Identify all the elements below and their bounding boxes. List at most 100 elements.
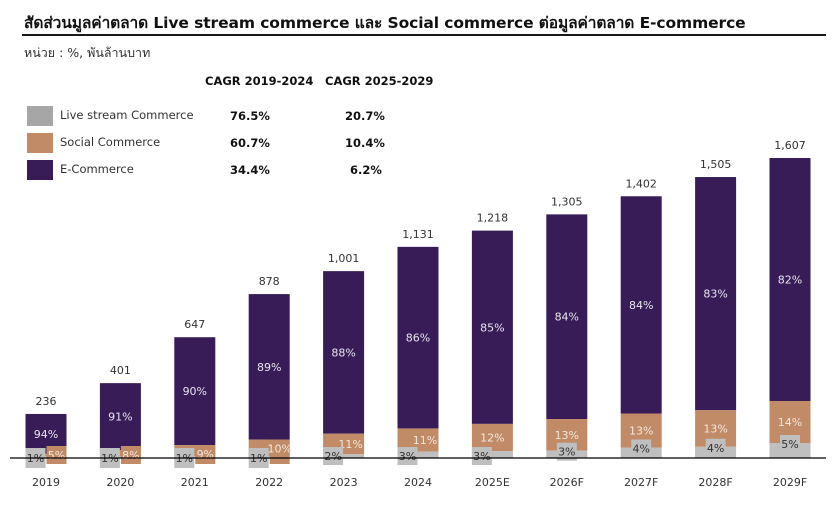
- total-label: 1,607: [774, 139, 806, 152]
- bar-ecommerce: [620, 196, 662, 414]
- total-label: 1,305: [551, 195, 583, 208]
- live-stream-pct-label: 3%: [399, 450, 416, 463]
- live-stream-pct-label: 4%: [632, 443, 649, 456]
- legend-label-live-stream: Live stream Commerce: [60, 108, 194, 122]
- ecommerce-pct-label: 88%: [331, 346, 355, 359]
- total-label: 401: [110, 364, 131, 377]
- live-stream-label-box: [471, 447, 492, 465]
- bar-ecommerce: [248, 294, 290, 440]
- cagr-social-2019-2024: 60.7%: [230, 136, 270, 150]
- social-pct-label: 10%: [267, 443, 291, 456]
- bar-ecommerce: [99, 383, 141, 451]
- total-label: 1,402: [625, 177, 657, 190]
- ecommerce-pct-label: 83%: [703, 288, 727, 301]
- bar-live-stream: [25, 456, 67, 458]
- total-label: 1,505: [700, 158, 732, 171]
- ecommerce-pct-label: 94%: [34, 428, 58, 441]
- x-tick-label: 2026F: [550, 476, 584, 489]
- social-pct-label: 8%: [122, 449, 139, 462]
- ecommerce-pct-label: 84%: [629, 299, 653, 312]
- cagr-live-stream-2025-2029: 20.7%: [345, 109, 385, 123]
- social-label-box: [46, 446, 67, 464]
- x-tick-label: 2019: [32, 476, 60, 489]
- cagr-header-2025-2029: CAGR 2025-2029: [325, 74, 434, 88]
- ecommerce-pct-label: 84%: [555, 311, 579, 324]
- legend-swatch-live-stream: [27, 106, 53, 126]
- bar-ecommerce: [323, 271, 365, 434]
- social-pct-label: 11%: [338, 438, 362, 451]
- x-tick-label: 2025E: [475, 476, 510, 489]
- ecommerce-pct-label: 90%: [183, 385, 207, 398]
- live-stream-label-box: [397, 447, 418, 465]
- live-stream-label-box: [631, 439, 652, 458]
- bar-live-stream: [174, 456, 216, 458]
- chart-title: สัดส่วนมูลค่าตลาด Live stream commerce แ…: [24, 14, 746, 32]
- bar-ecommerce: [471, 230, 513, 424]
- legend-label-social: Social Commerce: [60, 135, 161, 149]
- unit-label: หน่วย : %, พันล้านบาท: [24, 45, 151, 60]
- x-tick-label: 2024: [404, 476, 432, 489]
- x-tick-label: 2022: [255, 476, 283, 489]
- bar-ecommerce: [174, 337, 216, 446]
- bar-live-stream: [99, 456, 141, 458]
- ecommerce-pct-label: 85%: [480, 321, 504, 334]
- total-label: 1,218: [477, 212, 509, 225]
- social-label-box: [120, 446, 141, 464]
- social-label-box: [195, 445, 216, 464]
- x-tick-label: 2028F: [698, 476, 732, 489]
- live-stream-label-box: [780, 435, 800, 453]
- total-label: 1,001: [328, 252, 360, 265]
- total-label: 647: [184, 318, 205, 331]
- x-tick-label: 2020: [106, 476, 134, 489]
- x-tick-label: 2021: [181, 476, 209, 489]
- total-label: 236: [36, 395, 57, 408]
- legend-swatch-social: [27, 133, 53, 153]
- ecommerce-pct-label: 86%: [406, 332, 430, 345]
- bar-ecommerce: [546, 214, 588, 420]
- total-label: 878: [259, 275, 280, 288]
- bar-social: [25, 453, 67, 456]
- x-tick-label: 2029F: [773, 476, 807, 489]
- bar-ecommerce: [695, 177, 737, 411]
- cagr-ecommerce-2019-2024: 34.4%: [230, 163, 270, 177]
- live-stream-label-box: [323, 447, 344, 465]
- live-stream-pct-label: 3%: [558, 446, 575, 459]
- live-stream-label-box: [556, 442, 577, 461]
- social-pct-label: 9%: [197, 448, 214, 461]
- bar-live-stream: [323, 454, 365, 458]
- x-tick-label: 2023: [330, 476, 358, 489]
- bar-live-stream: [397, 451, 439, 458]
- bar-ecommerce: [397, 246, 439, 429]
- live-stream-label-box: [705, 438, 726, 457]
- live-stream-pct-label: 4%: [707, 442, 724, 455]
- ecommerce-pct-label: 89%: [257, 361, 281, 374]
- cagr-ecommerce-2025-2029: 6.2%: [350, 163, 382, 177]
- social-pct-label: 13%: [629, 425, 653, 438]
- live-stream-pct-label: 2%: [324, 450, 341, 463]
- bar-social: [99, 450, 141, 456]
- social-pct-label: 11%: [413, 434, 437, 447]
- bar-social: [471, 423, 513, 452]
- ecommerce-pct-label: 91%: [108, 411, 132, 424]
- bar-live-stream: [248, 456, 290, 458]
- social-pct-label: 13%: [703, 422, 727, 435]
- total-label: 1,131: [402, 228, 434, 241]
- social-pct-label: 14%: [778, 416, 802, 429]
- legend-label-ecommerce: E-Commerce: [60, 162, 134, 176]
- x-tick-label: 2027F: [624, 476, 658, 489]
- bar-social: [397, 428, 439, 452]
- cagr-live-stream-2019-2024: 76.5%: [230, 109, 270, 123]
- social-pct-label: 12%: [480, 432, 504, 445]
- bar-ecommerce: [769, 158, 811, 401]
- cagr-social-2025-2029: 10.4%: [345, 136, 385, 150]
- social-pct-label: 13%: [555, 429, 579, 442]
- bar-social: [174, 445, 216, 456]
- bar-live-stream: [471, 451, 513, 458]
- live-stream-pct-label: 5%: [781, 438, 798, 451]
- ecommerce-pct-label: 82%: [778, 274, 802, 287]
- social-pct-label: 5%: [48, 449, 65, 462]
- live-stream-pct-label: 3%: [473, 450, 490, 463]
- cagr-header-2019-2024: CAGR 2019-2024: [205, 74, 314, 88]
- legend-swatch-ecommerce: [27, 160, 53, 180]
